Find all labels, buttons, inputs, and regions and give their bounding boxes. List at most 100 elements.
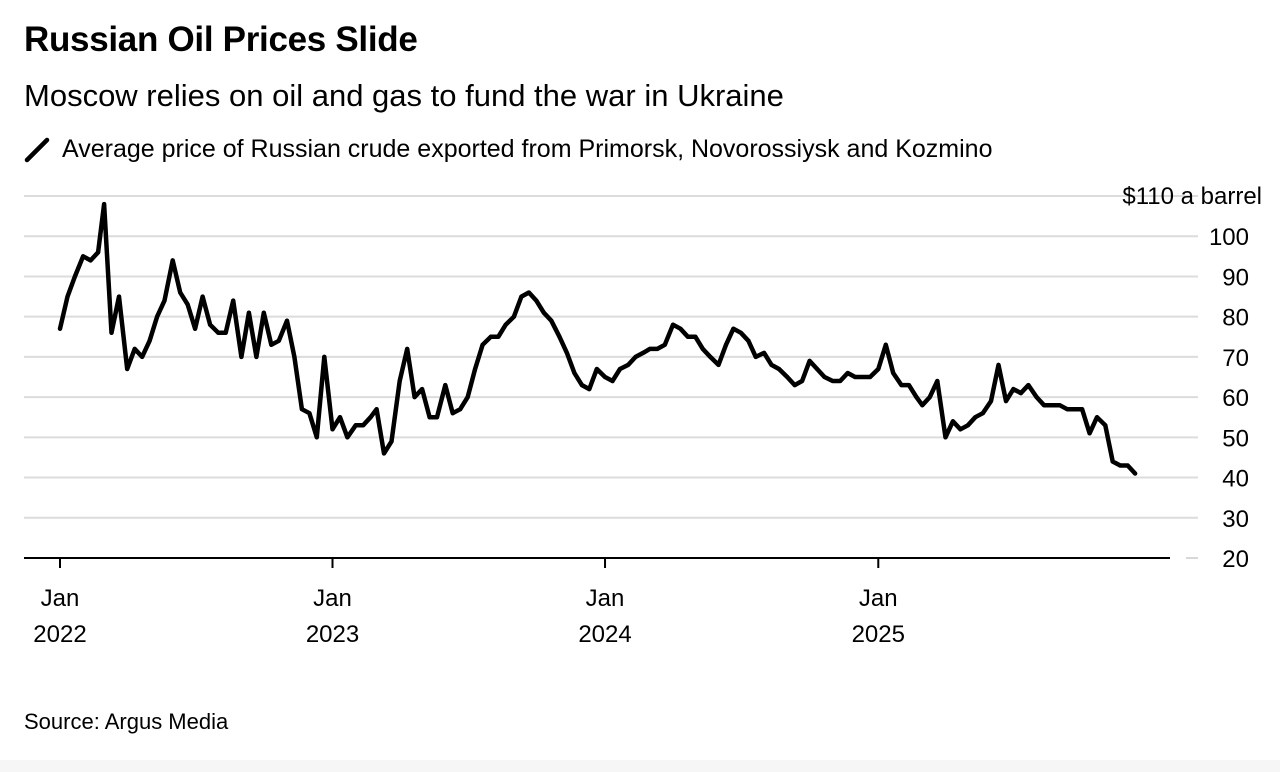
data-point xyxy=(534,298,539,303)
data-point xyxy=(973,415,978,420)
data-point xyxy=(397,379,402,383)
data-point xyxy=(594,367,599,371)
data-point xyxy=(838,379,843,383)
data-point xyxy=(716,362,721,367)
data-point xyxy=(876,367,881,371)
data-point xyxy=(488,334,493,339)
data-point xyxy=(117,294,121,299)
data-point xyxy=(927,395,932,400)
data-point xyxy=(435,415,439,420)
data-point xyxy=(822,375,827,379)
data-point xyxy=(564,350,569,355)
y-tick-label: 50 xyxy=(1222,425,1249,452)
data-point xyxy=(1057,403,1062,408)
data-point xyxy=(1011,387,1016,392)
data-point xyxy=(276,338,281,343)
data-point xyxy=(762,350,767,355)
y-tick-label: 80 xyxy=(1222,305,1249,332)
data-point xyxy=(647,346,652,351)
data-point xyxy=(633,354,638,359)
data-point xyxy=(374,407,379,412)
data-point xyxy=(102,202,107,207)
data-point xyxy=(920,403,925,408)
y-tick-label: $110 a barrel xyxy=(1122,183,1262,210)
data-point xyxy=(72,274,77,279)
data-point xyxy=(58,326,62,331)
data-point xyxy=(618,367,622,371)
chart-title: Russian Oil Prices Slide xyxy=(24,20,418,59)
chart-subtitle: Moscow relies on oil and gas to fund the… xyxy=(24,78,784,113)
data-point xyxy=(330,427,335,432)
data-point xyxy=(868,375,873,379)
data-point xyxy=(1049,403,1054,408)
data-point xyxy=(322,354,327,359)
data-point xyxy=(935,379,940,383)
data-point xyxy=(830,379,835,383)
data-point xyxy=(246,310,251,315)
data-point xyxy=(285,318,289,323)
x-tick-year: 2024 xyxy=(578,621,631,648)
data-point xyxy=(777,367,781,371)
data-point xyxy=(1018,391,1023,396)
data-point xyxy=(314,435,319,440)
data-point xyxy=(261,310,266,315)
data-point xyxy=(480,342,485,347)
data-point xyxy=(254,354,259,359)
legend-label: Average price of Russian crude exported … xyxy=(62,135,993,163)
data-point xyxy=(405,346,410,351)
data-point xyxy=(626,362,631,367)
data-point xyxy=(208,322,213,327)
data-point xyxy=(943,435,948,440)
data-point xyxy=(1095,415,1099,420)
data-point xyxy=(519,294,524,299)
x-tick-month: Jan xyxy=(859,585,898,612)
y-tick-label: 20 xyxy=(1222,546,1249,573)
data-point xyxy=(450,411,455,416)
x-tick-year: 2025 xyxy=(852,621,905,648)
data-point xyxy=(65,294,70,299)
data-point xyxy=(989,399,993,404)
data-point xyxy=(147,338,152,343)
data-point xyxy=(965,423,970,428)
data-point xyxy=(572,371,577,375)
grid: $110 a barrel 100 90 80 70 60 50 40 30 20 xyxy=(24,183,1262,573)
data-point xyxy=(345,435,350,440)
data-point xyxy=(427,415,432,420)
y-tick-label: 70 xyxy=(1222,345,1249,372)
y-tick-label: 40 xyxy=(1222,466,1249,493)
data-point xyxy=(753,354,758,359)
data-point xyxy=(200,294,205,299)
data-point xyxy=(557,334,562,339)
data-point xyxy=(503,322,508,327)
data-point xyxy=(216,330,221,335)
data-point xyxy=(587,387,592,392)
data-point xyxy=(223,330,228,335)
data-point xyxy=(420,387,425,392)
data-point xyxy=(458,407,463,412)
data-point xyxy=(603,375,607,379)
data-point xyxy=(353,423,358,428)
data-point xyxy=(465,395,470,400)
x-tick-month: Jan xyxy=(313,585,352,612)
data-point xyxy=(443,383,448,388)
x-tick-year: 2023 xyxy=(306,621,359,648)
data-point xyxy=(899,383,904,388)
data-point xyxy=(685,334,690,339)
data-point xyxy=(178,290,183,295)
data-point xyxy=(678,326,683,331)
data-point xyxy=(610,379,615,383)
data-point xyxy=(170,258,175,263)
data-point xyxy=(511,314,516,319)
data-point xyxy=(662,342,667,347)
data-point xyxy=(700,346,705,351)
data-point xyxy=(950,419,955,424)
data-point xyxy=(579,383,584,388)
data-point xyxy=(1004,399,1008,404)
x-tick-month: Jan xyxy=(586,585,625,612)
data-point xyxy=(671,322,675,327)
data-point xyxy=(299,407,304,412)
data-point xyxy=(132,346,137,351)
series-line xyxy=(57,201,1138,476)
data-point xyxy=(473,367,478,371)
